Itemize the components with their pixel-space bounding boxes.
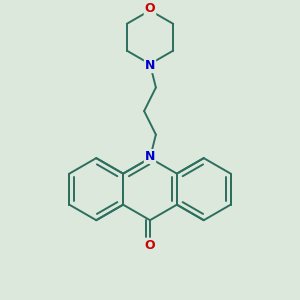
Text: N: N <box>145 59 155 72</box>
Text: O: O <box>145 2 155 15</box>
Text: O: O <box>145 238 155 252</box>
Text: N: N <box>145 150 155 163</box>
